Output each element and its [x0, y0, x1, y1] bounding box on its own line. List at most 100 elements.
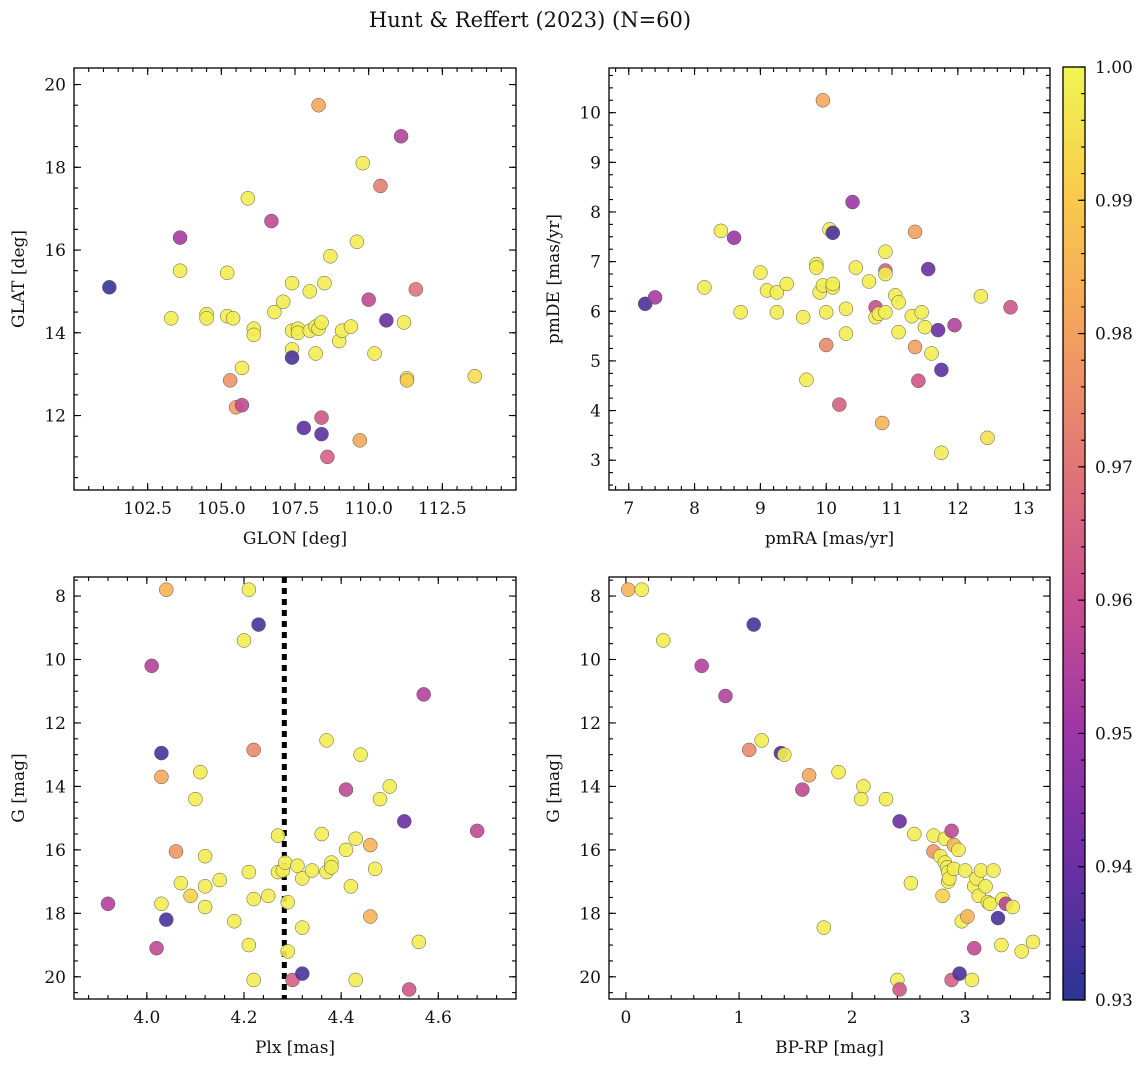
x-tick-label: 4.6 — [425, 1008, 452, 1028]
colorbar-frame — [1062, 66, 1086, 1001]
data-point — [363, 909, 378, 924]
data-point — [401, 982, 417, 997]
data-point — [267, 304, 282, 320]
data-point — [183, 888, 198, 904]
data-point — [914, 305, 929, 320]
data-point — [397, 814, 412, 829]
data-point — [815, 93, 831, 108]
data-point — [754, 733, 769, 748]
x-axis-label: Plx [mas] — [255, 1038, 335, 1058]
y-tick-label: 18 — [44, 158, 66, 178]
data-point — [694, 658, 709, 674]
x-tick-label: 4.2 — [230, 1008, 257, 1028]
data-point — [352, 433, 368, 448]
x-tick-label: 110.0 — [344, 499, 393, 519]
data-point — [795, 309, 811, 325]
colorbar-gradient — [1063, 67, 1085, 1000]
y-axis-label: GLAT [deg] — [9, 230, 29, 328]
data-point — [396, 315, 412, 330]
data-point — [240, 191, 256, 206]
data-point — [878, 791, 894, 807]
data-point — [149, 940, 164, 956]
y-tick-label: 20 — [44, 968, 66, 988]
x-tick-label: 11 — [881, 499, 903, 519]
data-point — [193, 764, 208, 780]
data-point — [290, 858, 305, 873]
data-point — [920, 261, 936, 277]
colorbar-tick-label: 0.98 — [1095, 325, 1133, 345]
y-tick-label: 16 — [579, 841, 601, 861]
x-tick-label: 3 — [960, 1008, 971, 1028]
data-point — [393, 129, 409, 144]
colorbar: 0.93 0.94 0.95 0.96 0.97 0.98 0.99 1.00 — [1062, 58, 1133, 1011]
y-tick-label: 10 — [579, 104, 601, 124]
data-point — [467, 368, 482, 384]
y-tick-label: 9 — [590, 153, 601, 173]
data-point — [308, 346, 323, 361]
data-point — [367, 346, 382, 361]
data-point — [154, 896, 169, 912]
x-tick-label: 4.4 — [328, 1008, 355, 1028]
axes-frame — [73, 576, 517, 1000]
data-point — [861, 274, 877, 289]
data-point — [355, 155, 371, 171]
data-point — [964, 972, 980, 988]
y-tick-label: 3 — [590, 451, 601, 471]
data-point — [373, 178, 388, 194]
data-point — [416, 687, 431, 702]
x-tick-label: 7 — [623, 499, 634, 519]
data-point — [343, 319, 359, 334]
data-point — [168, 844, 184, 859]
y-tick-label: 7 — [590, 253, 601, 273]
data-point — [379, 313, 394, 328]
data-point — [144, 658, 159, 674]
data-point — [159, 912, 174, 927]
data-point — [197, 848, 213, 864]
data-point — [382, 779, 397, 794]
data-point — [173, 875, 189, 891]
y-tick-label: 10 — [579, 650, 601, 670]
data-point — [295, 871, 310, 886]
data-point — [348, 972, 363, 988]
data-point — [317, 275, 332, 291]
data-point — [241, 582, 257, 597]
data-point — [856, 779, 871, 794]
data-point — [251, 617, 266, 632]
x-tick-label: 0 — [621, 1008, 632, 1028]
y-tick-label: 18 — [44, 904, 66, 924]
x-tick-label: 9 — [755, 499, 766, 519]
y-axis-label: G [mag] — [9, 753, 29, 822]
x-tick-label: 4.0 — [133, 1008, 160, 1028]
data-point — [891, 324, 906, 340]
figure-title: Hunt & Reffert (2023) (N=60) — [369, 8, 691, 32]
data-point — [222, 373, 238, 388]
data-point — [903, 875, 919, 891]
data-point — [241, 937, 257, 953]
data-point — [892, 982, 907, 997]
data-point — [241, 864, 257, 880]
data-point — [264, 213, 279, 229]
data-point — [314, 826, 329, 842]
data-point — [753, 265, 768, 280]
data-point — [733, 305, 748, 320]
data-point — [986, 863, 1001, 878]
panel-glon-glat: 102.5 105.0 107.5 110.0 112.5 12 14 16 18 20 GLON … — [9, 67, 517, 549]
data-point — [779, 276, 794, 292]
data-point — [411, 934, 427, 950]
axes-frame — [608, 576, 1051, 1000]
data-point — [348, 831, 363, 847]
data-point — [246, 742, 261, 758]
axes-frame — [73, 67, 517, 491]
y-tick-label: 14 — [579, 777, 601, 797]
data-point — [343, 879, 359, 894]
data-point — [878, 266, 893, 282]
data-point — [338, 782, 354, 797]
data-point — [323, 248, 338, 264]
data-point — [697, 280, 712, 295]
data-point — [172, 263, 188, 278]
data-point — [296, 420, 312, 436]
data-point — [838, 301, 854, 317]
y-tick-label: 12 — [579, 714, 601, 734]
data-point — [713, 223, 729, 239]
